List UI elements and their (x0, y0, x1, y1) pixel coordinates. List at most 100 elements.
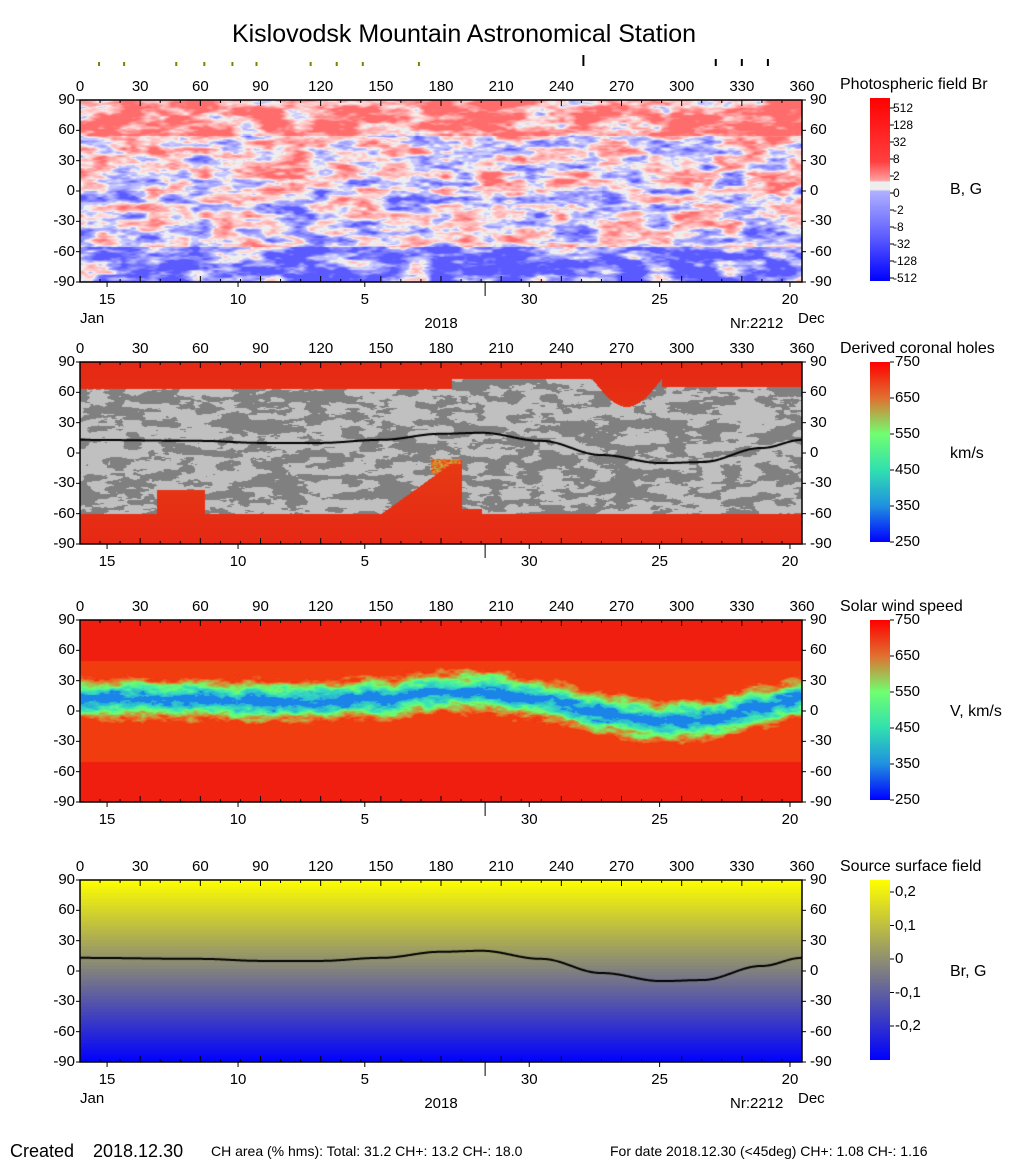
year-label: 2018 (424, 1095, 458, 1112)
colorbar-label: 750 (895, 611, 921, 628)
lat-tick-label-right: 90 (810, 871, 827, 888)
date-tick-label: 20 (781, 291, 799, 308)
lon-tick-label: 330 (729, 598, 755, 615)
lon-tick-label: 90 (252, 598, 269, 615)
date-tick-label: 25 (651, 1071, 668, 1088)
colorbar-label: 650 (895, 647, 921, 664)
lat-tick-label-left: 0 (66, 444, 75, 461)
lon-tick-label: 120 (308, 598, 334, 615)
lat-tick-label-right: 0 (810, 444, 819, 461)
map-panel-3 (80, 620, 802, 802)
created-label: Created (10, 1141, 75, 1161)
colorbar-label: 350 (895, 755, 921, 772)
lat-tick-label-left: -30 (53, 474, 75, 492)
lat-tick-label-left: 0 (66, 182, 75, 199)
lon-tick-label: 60 (191, 598, 209, 615)
event-markers (98, 55, 769, 66)
lon-tick-label: 300 (669, 78, 695, 95)
colorbar (870, 362, 890, 542)
lat-tick-label-right: 60 (810, 901, 827, 919)
date-tick-label: 5 (360, 291, 369, 308)
colorbar-label: 250 (895, 791, 921, 808)
lat-tick-label-left: 30 (58, 671, 75, 689)
lat-tick-label-right: -90 (810, 273, 832, 290)
colorbar-label: 32 (893, 135, 907, 149)
lat-tick-label-left: 90 (58, 91, 75, 108)
colorbar-label: 512 (893, 101, 914, 115)
lat-tick-label-right: 90 (810, 611, 827, 628)
lon-tick-label: 360 (789, 78, 815, 95)
lat-tick-label-right: 60 (810, 641, 827, 659)
colorbar-label: -2 (893, 203, 904, 217)
lon-tick-label: 210 (488, 340, 514, 357)
lat-tick-label-right: 90 (810, 353, 827, 370)
colorbar-unit: V, km/s (950, 703, 1002, 720)
lat-tick-label-left: -30 (53, 212, 75, 230)
date-tick-label: 15 (98, 291, 116, 308)
lat-tick-label-right: -90 (810, 535, 832, 552)
colorbar-label: 750 (895, 353, 921, 370)
colorbar-label: 250 (895, 533, 921, 550)
lat-tick-label-left: 60 (58, 121, 75, 139)
lon-tick-label: 120 (308, 340, 334, 357)
map-panel-2 (80, 362, 802, 544)
lat-tick-label-left: -60 (53, 504, 75, 522)
lat-tick-label-right: 90 (810, 91, 827, 108)
lat-tick-label-left: -30 (53, 992, 75, 1010)
lon-tick-label: 30 (131, 598, 149, 615)
lon-tick-label: 210 (488, 598, 514, 615)
colorbar (870, 880, 890, 1060)
rotation-number: Nr:2212 (730, 315, 784, 332)
date-tick-label: 25 (651, 291, 668, 308)
lat-tick-label-right: 0 (810, 702, 819, 719)
colorbar-label: -32 (893, 237, 911, 251)
lon-tick-label: 150 (368, 78, 394, 95)
lon-tick-label: 180 (428, 340, 454, 357)
date-tick-label: 15 (98, 811, 116, 828)
date-tick-label: 10 (229, 811, 247, 828)
lon-tick-label: 90 (252, 78, 269, 95)
lon-tick-label: 330 (729, 78, 755, 95)
date-tick-label: 25 (651, 553, 668, 570)
colorbar-label: 350 (895, 497, 921, 514)
date-tick-label: 5 (360, 553, 369, 570)
lat-tick-label-right: 0 (810, 962, 819, 979)
lat-tick-label-left: 90 (58, 871, 75, 888)
lat-tick-label-left: -60 (53, 242, 75, 260)
lon-tick-label: 0 (75, 858, 85, 875)
lat-tick-label-left: -90 (53, 273, 75, 290)
colorbar-label: 2 (893, 169, 900, 183)
ch-area-text: CH area (% hms): Total: 31.2 CH+: 13.2 C… (211, 1143, 523, 1159)
lat-tick-label-left: -90 (53, 793, 75, 810)
lat-tick-label-right: -60 (810, 1022, 832, 1040)
lat-tick-label-left: 0 (66, 702, 75, 719)
lon-tick-label: 360 (789, 858, 815, 875)
lat-tick-label-right: -30 (810, 992, 832, 1010)
lon-tick-label: 180 (428, 858, 454, 875)
colorbar-unit: B, G (950, 181, 983, 198)
lat-tick-label-right: -60 (810, 762, 832, 780)
date-tick-label: 30 (520, 1071, 538, 1088)
lat-tick-label-left: 0 (66, 962, 75, 979)
created-date: 2018.12.30 (93, 1141, 184, 1161)
lat-tick-label-left: 60 (58, 901, 75, 919)
date-tick-label: 30 (520, 553, 538, 570)
lat-tick-label-left: -90 (53, 535, 75, 552)
colorbar-unit: km/s (950, 445, 984, 462)
colorbar-label: 0,1 (895, 916, 916, 934)
lat-tick-label-right: 0 (810, 182, 819, 199)
lat-tick-label-right: 60 (810, 383, 827, 401)
lon-tick-label: 300 (669, 858, 695, 875)
date-tick-label: 30 (520, 811, 538, 828)
figure-title: Kislovodsk Mountain Astronomical Station (231, 20, 697, 48)
colorbar-label: 550 (895, 683, 921, 700)
lon-tick-label: 0 (75, 598, 85, 615)
for-date-text: For date 2018.12.30 (<45deg) CH+: 1.08 C… (610, 1143, 928, 1159)
date-tick-label: 20 (781, 811, 799, 828)
lon-tick-label: 270 (608, 598, 635, 615)
date-tick-label: 25 (651, 811, 668, 828)
colorbar (870, 98, 890, 281)
lon-tick-label: 120 (308, 78, 334, 95)
